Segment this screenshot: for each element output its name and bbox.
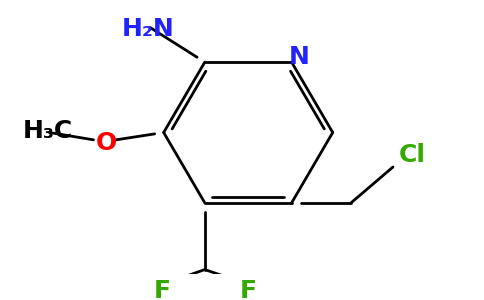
Text: F: F (240, 279, 257, 300)
Text: H₂N: H₂N (122, 17, 175, 41)
Text: N: N (288, 45, 309, 69)
Text: O: O (95, 131, 117, 155)
Text: Cl: Cl (399, 143, 426, 167)
Text: H₃C: H₃C (22, 119, 73, 143)
Text: F: F (153, 279, 170, 300)
